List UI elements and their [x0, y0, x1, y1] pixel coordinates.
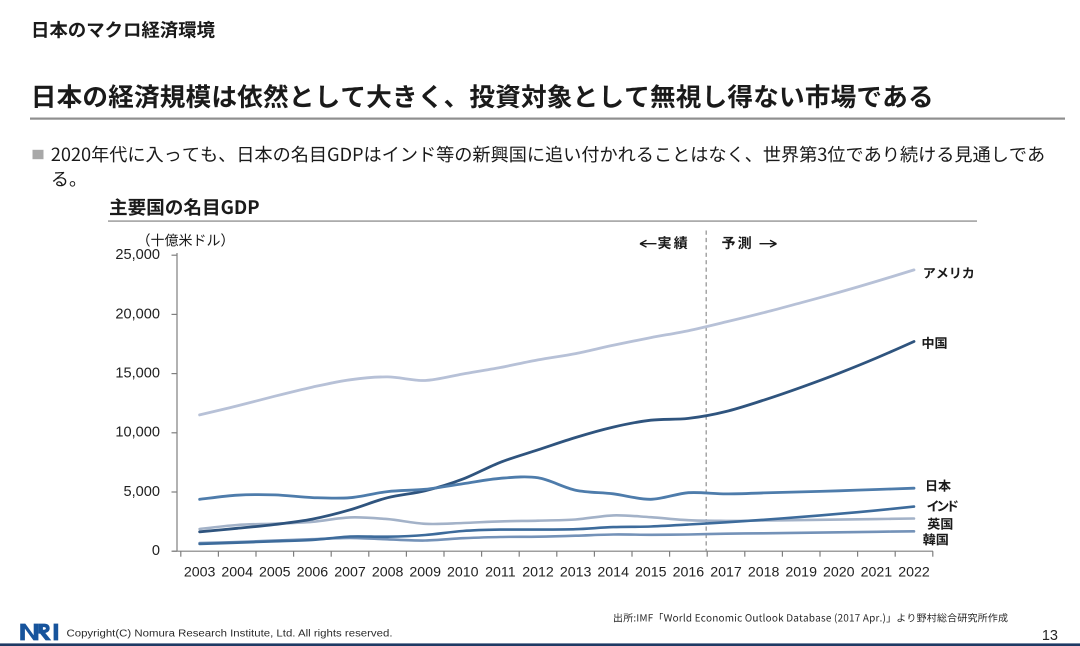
svg-text:2015: 2015	[635, 565, 667, 581]
svg-text:2003: 2003	[184, 565, 216, 581]
svg-text:2007: 2007	[334, 565, 366, 581]
svg-text:0: 0	[152, 543, 160, 559]
svg-text:2014: 2014	[597, 565, 629, 581]
svg-text:2021: 2021	[861, 565, 893, 581]
svg-text:10,000: 10,000	[115, 425, 160, 441]
svg-text:Copyright(C) Nomura Research I: Copyright(C) Nomura Research Institute, …	[67, 629, 393, 640]
svg-text:2019: 2019	[785, 565, 817, 581]
svg-text:13: 13	[1042, 628, 1058, 644]
svg-text:2017: 2017	[710, 565, 742, 581]
svg-text:2009: 2009	[409, 565, 441, 581]
svg-text:2005: 2005	[259, 565, 291, 581]
svg-text:20,000: 20,000	[115, 306, 160, 322]
svg-text:2004: 2004	[221, 565, 253, 581]
svg-text:2018: 2018	[748, 565, 780, 581]
svg-text:2022: 2022	[898, 565, 930, 581]
svg-text:2006: 2006	[297, 565, 329, 581]
svg-text:15,000: 15,000	[115, 366, 160, 382]
svg-text:2011: 2011	[485, 565, 516, 581]
svg-text:2013: 2013	[560, 565, 592, 581]
svg-text:2008: 2008	[372, 565, 404, 581]
svg-text:25,000: 25,000	[115, 247, 160, 263]
svg-text:2020: 2020	[823, 565, 855, 581]
svg-text:2010: 2010	[447, 565, 479, 581]
svg-text:5,000: 5,000	[123, 484, 160, 500]
svg-text:2012: 2012	[522, 565, 554, 581]
svg-text:2016: 2016	[673, 565, 705, 581]
